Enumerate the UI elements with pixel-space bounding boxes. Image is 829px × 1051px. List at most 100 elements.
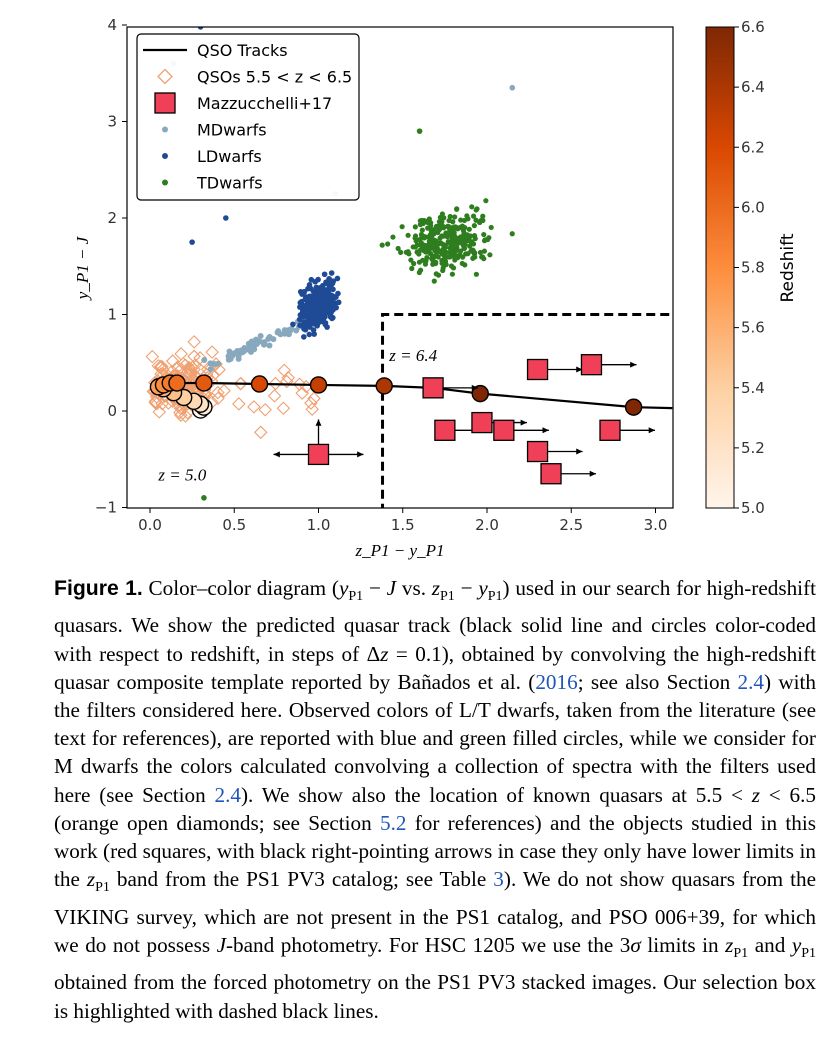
legend-square-icon [154,92,176,114]
mdwarf-point [239,349,246,356]
ldwarf-point [321,271,328,278]
tdwarf-point [470,213,477,219]
tdwarf-point [442,253,448,260]
tdwarf-point [432,248,438,254]
tdwarf-point [445,230,451,236]
caption-reference-link[interactable]: 3 [493,867,504,892]
mdwarf-point [207,366,214,373]
tdwarf-point [451,254,458,260]
ldwarf-point [301,334,307,340]
axes-frame [126,26,674,509]
tdwarf-point [412,224,418,230]
tdwarf-point [450,219,456,225]
ldwarf-point [302,326,309,333]
mazzucchelli17-square [307,443,330,466]
mazzucchelli17-square [526,358,549,381]
caption-reference-link[interactable]: 5.2 [379,810,407,835]
arrow-head [576,366,583,373]
tdwarf-point [201,495,207,501]
caption-reference-link[interactable]: 2.4 [737,669,764,694]
tdwarf-point [428,235,434,241]
tdwarf-point [432,260,439,267]
colorbar-tick-label: 6.2 [741,138,765,156]
caption-reference-link[interactable]: 2.4 [214,782,241,807]
ldwarf-point [328,300,335,307]
caption-text: J [216,932,226,957]
qso-diamond-point [165,354,180,368]
tdwarf-point [469,204,475,210]
ldwarf-point [328,309,334,316]
caption-text: limits in [640,932,726,957]
tdwarf-point [395,245,401,252]
arrow-head [576,448,583,455]
tdwarf-point [468,240,474,246]
mazzucchelli17-square [471,411,493,434]
tdwarf-point [471,233,478,239]
qso-diamond-point [150,396,164,411]
tdwarf-point [412,235,418,241]
qso-diamond-point [233,376,248,391]
tdwarf-point [411,261,417,267]
y-tick-label: 0 [107,402,117,420]
ldwarf-point [290,321,296,328]
qso-diamond-point [187,362,201,377]
caption-text: z [751,782,760,807]
tdwarf-point [408,257,414,263]
tdwarf-point [425,219,431,226]
tdwarf-point [429,253,436,260]
mazzucchelli17-square [540,463,562,485]
caption-text: z [86,867,96,892]
qso-diamond-point [148,394,163,409]
qso-diamond-point [187,335,201,349]
x-tick-label: 1.0 [307,516,331,534]
qso-track-point [624,398,643,416]
legend: QSO Tracks QSOs 5.5 < z < 6.5 Mazzucchelli… [136,33,360,201]
colorbar-tick-label: 6.4 [741,78,765,96]
tdwarf-point [471,251,478,257]
ldwarf-point [313,306,319,313]
mdwarf-point [226,348,233,355]
ldwarf-point [297,312,304,318]
qso-diamond-point [184,367,198,381]
tdwarf-point [466,226,472,232]
tdwarf-point [416,269,422,276]
tdwarf-point [452,224,458,230]
y-tick-label: 4 [107,16,117,34]
ldwarf-point [332,300,339,307]
tdwarf-point [417,236,423,243]
ldwarf-point [223,215,229,221]
tdwarf-point [428,227,435,233]
tdwarf-point [405,232,411,238]
caption-text: < 6.5 (orange open diamonds; see Section [54,782,816,835]
ldwarf-point [307,303,313,309]
tdwarf-point [509,231,515,237]
qso-diamond-point [145,349,160,364]
ldwarf-point [311,321,317,327]
tdwarf-point [487,252,493,258]
tdwarf-point [417,242,424,248]
qso-diamond-point [211,391,225,406]
ldwarf-point [305,297,312,303]
y-axis-label: y_P1 − J [73,235,92,301]
annotation-z64: z = 6.4 [388,346,437,365]
arrow-head [542,427,549,434]
mdwarf-point [281,330,288,337]
ldwarf-point [330,278,337,284]
ldwarf-point [306,319,313,326]
tdwarf-point [417,218,423,224]
arrow-head [648,427,656,434]
ldwarf-point [316,300,323,307]
tdwarf-point [480,213,486,219]
qso-diamond-point [276,401,291,416]
ldwarf-point [334,275,341,282]
tdwarf-point [488,224,494,231]
tdwarf-point [481,231,487,238]
caption-reference-link[interactable]: 2016 [535,669,578,694]
ldwarf-point [328,270,335,276]
tdwarf-point [457,236,463,242]
caption-text: − [363,576,387,600]
colorbar-ticks: 5.0 5.2 5.4 5.6 5.8 6.0 6.2 6.4 6.6 [734,18,765,517]
qso-track-point [168,374,186,392]
qso-diamond-point [277,363,292,378]
qso-diamond-point [292,377,307,392]
